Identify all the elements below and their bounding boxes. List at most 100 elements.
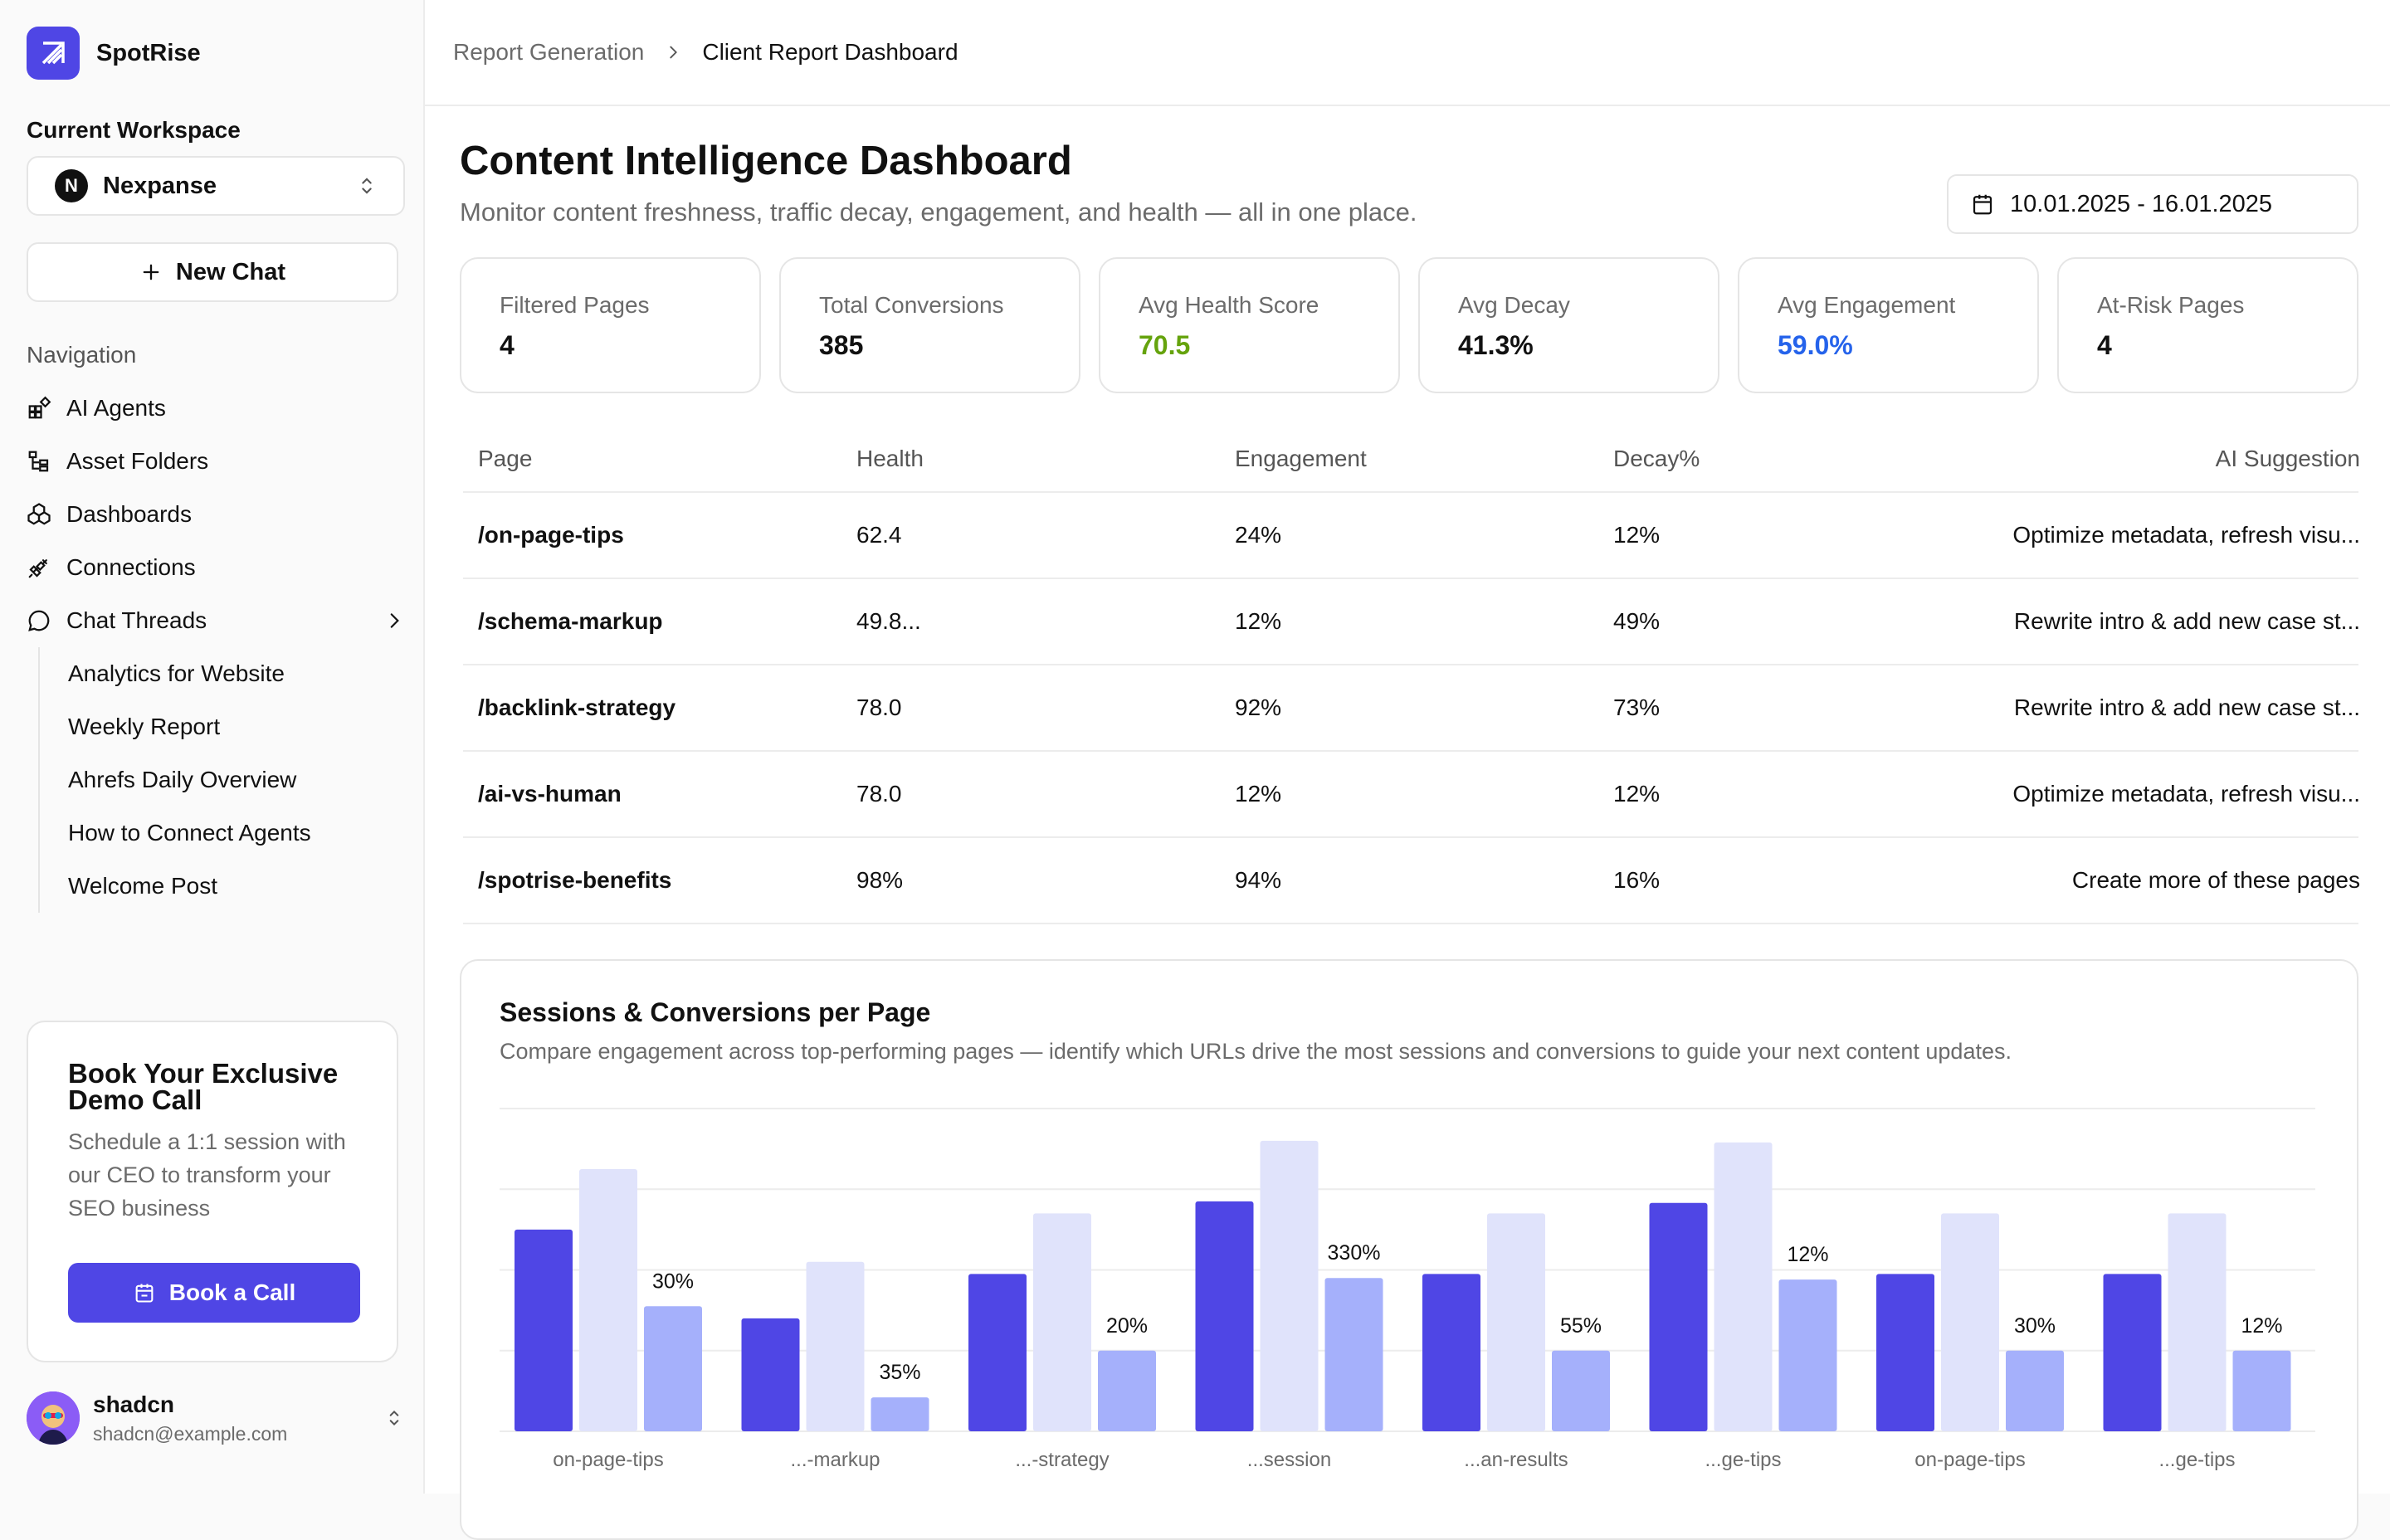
workspace-avatar: N <box>55 169 88 202</box>
stat-label: Avg Decay <box>1458 292 1570 318</box>
date-range-picker[interactable]: 10.01.2025 - 16.01.2025 <box>1947 174 2358 234</box>
bar-conversions[interactable] <box>1552 1350 1610 1431</box>
thread-item[interactable]: Ahrefs Daily Overview <box>68 767 297 792</box>
calendar-icon <box>1973 194 1992 215</box>
bar-conversions[interactable] <box>644 1306 702 1431</box>
new-chat-button[interactable]: New Chat <box>27 242 398 302</box>
chevron-right-icon[interactable] <box>383 610 405 631</box>
nav-item-chat-threads[interactable]: Chat Threads <box>27 594 405 647</box>
cell-engagement: 92% <box>1235 694 1282 720</box>
navigation: AI Agents Asset Folders Dashboards Conne… <box>27 382 405 913</box>
sessions-chart-card: Sessions & Conversions per Page Compare … <box>460 959 2358 1540</box>
workspace-label: Current Workspace <box>27 117 241 143</box>
brand-logo-icon <box>27 27 80 80</box>
nav-item-ai-agents[interactable]: AI Agents <box>27 382 405 435</box>
cell-engagement: 24% <box>1235 522 1282 548</box>
cell-engagement: 94% <box>1235 867 1282 893</box>
user-name: shadcn <box>93 1391 175 1417</box>
bar-conversions[interactable] <box>1098 1350 1156 1431</box>
cell-page: /on-page-tips <box>478 522 624 548</box>
bar-visits[interactable] <box>806 1261 865 1431</box>
cell-suggestion: Create more of these pages <box>2071 867 2360 893</box>
table-row[interactable]: /spotrise-benefits 98% 94% 16% Create mo… <box>463 838 2360 924</box>
x-tick-label: ...-markup <box>790 1449 880 1471</box>
nav-item-dashboards[interactable]: Dashboards <box>27 488 405 541</box>
nav-item-connections[interactable]: Connections <box>27 541 405 594</box>
stat-value: 4 <box>2097 330 2112 360</box>
sessions-bar-chart: 30% on-page-tips 35% ...-markup 20% ...-strat… <box>500 1108 2315 1471</box>
nav-label-ai-agents: AI Agents <box>66 395 166 421</box>
table-row[interactable]: /backlink-strategy 78.0 92% 73% Rewrite … <box>463 665 2360 752</box>
workspace-select[interactable]: N Nexpanse <box>27 156 405 216</box>
stat-card: Avg Health Score 70.5 <box>1099 257 1400 393</box>
cell-suggestion: Rewrite intro & add new case st... <box>2013 694 2360 720</box>
stat-value: 70.5 <box>1139 330 1191 360</box>
bar-sessions[interactable] <box>1422 1274 1480 1431</box>
cell-suggestion: Rewrite intro & add new case st... <box>2013 608 2360 634</box>
table-row[interactable]: /on-page-tips 62.4 24% 12% Optimize meta… <box>463 493 2360 579</box>
book-call-button[interactable]: Book a Call <box>68 1263 360 1323</box>
stat-label: Total Conversions <box>819 292 1004 318</box>
cell-decay: 12% <box>1613 781 1661 807</box>
bar-visits[interactable] <box>579 1168 637 1431</box>
x-tick-label: on-page-tips <box>1914 1449 2025 1471</box>
column-header[interactable]: Engagement <box>1235 446 1367 471</box>
brand-name: SpotRise <box>96 39 201 66</box>
x-tick-label: ...ge-tips <box>1705 1449 1781 1471</box>
column-header[interactable]: AI Suggestion <box>2215 446 2360 471</box>
bar-sessions[interactable] <box>968 1274 1027 1431</box>
data-label: 30% <box>652 1270 694 1293</box>
sidebar: SpotRise Current Workspace N Nexpanse Ne… <box>0 0 425 1494</box>
data-label: 12% <box>2241 1314 2282 1338</box>
data-label: 12% <box>1787 1243 1828 1266</box>
bar-visits[interactable] <box>1941 1213 1999 1431</box>
thread-item[interactable]: Weekly Report <box>68 714 221 739</box>
bar-visits[interactable] <box>1260 1140 1319 1431</box>
user-menu[interactable]: shadcn shadcn@example.com <box>27 1387 405 1449</box>
thread-item[interactable]: How to Connect Agents <box>68 820 311 846</box>
thread-item[interactable]: Analytics for Website <box>68 660 285 686</box>
connections-icon <box>28 559 47 578</box>
bar-conversions[interactable] <box>1324 1278 1383 1431</box>
nav-item-asset-folders[interactable]: Asset Folders <box>27 435 405 488</box>
bar-visits[interactable] <box>1714 1142 1773 1431</box>
stat-value: 4 <box>500 330 515 360</box>
bar-conversions[interactable] <box>871 1397 929 1431</box>
folders-icon <box>28 451 49 472</box>
chat-icon <box>28 610 50 631</box>
bar-sessions[interactable] <box>1649 1202 1708 1431</box>
bar-visits[interactable] <box>2168 1213 2227 1431</box>
column-header[interactable]: Decay% <box>1613 446 1700 471</box>
column-header[interactable]: Health <box>856 446 924 471</box>
thread-item[interactable]: Welcome Post <box>68 873 217 899</box>
bar-conversions[interactable] <box>2232 1350 2291 1431</box>
stat-value: 41.3% <box>1458 330 1534 360</box>
cell-decay: 12% <box>1613 522 1661 548</box>
bar-conversions[interactable] <box>2006 1350 2064 1431</box>
bar-sessions[interactable] <box>741 1318 800 1431</box>
data-label: 20% <box>1106 1314 1148 1338</box>
bar-conversions[interactable] <box>1778 1279 1837 1431</box>
bar-visits[interactable] <box>1033 1213 1091 1431</box>
breadcrumb-current: Client Report Dashboard <box>702 39 958 65</box>
column-header[interactable]: Page <box>478 446 533 471</box>
bar-sessions[interactable] <box>1876 1274 1934 1431</box>
bar-sessions[interactable] <box>1195 1201 1254 1431</box>
bar-sessions[interactable] <box>515 1229 573 1431</box>
user-email: shadcn@example.com <box>93 1422 288 1445</box>
cell-page: /spotrise-benefits <box>478 867 672 893</box>
brand[interactable]: SpotRise <box>27 27 201 80</box>
table-row[interactable]: /schema-markup 49.8... 12% 49% Rewrite i… <box>463 579 2360 665</box>
plus-icon <box>143 264 159 280</box>
nav-label-chat-threads: Chat Threads <box>66 607 207 633</box>
data-label: 35% <box>879 1361 920 1384</box>
bar-visits[interactable] <box>1487 1213 1545 1431</box>
bar-sessions[interactable] <box>2103 1274 2162 1431</box>
chevron-up-down-icon <box>362 178 372 194</box>
nav-label-dashboards: Dashboards <box>66 501 192 527</box>
table-row[interactable]: /ai-vs-human 78.0 12% 12% Optimize metad… <box>463 752 2360 838</box>
breadcrumb-parent[interactable]: Report Generation <box>453 39 645 65</box>
chart-subtitle: Compare engagement across top-performing… <box>500 1039 2012 1064</box>
x-tick-label: ...-strategy <box>1015 1449 1109 1471</box>
cell-health: 78.0 <box>856 781 902 807</box>
